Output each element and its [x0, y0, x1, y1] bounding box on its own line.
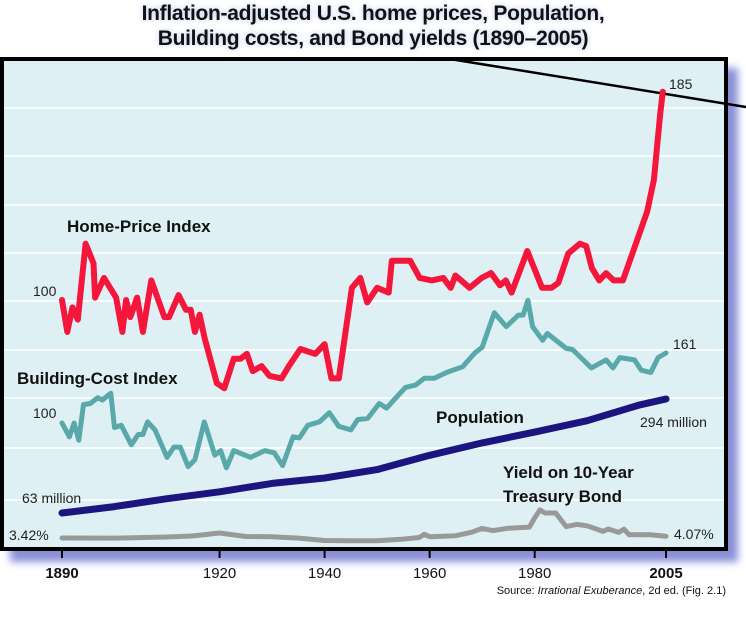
series-line-yield-on-10-year-treasury-bond — [59, 507, 669, 544]
building-cost-end-label: 161 — [673, 336, 697, 352]
series-label-population: Population — [436, 408, 524, 427]
population-end-label: 294 million — [640, 414, 707, 430]
home-price-end-label: 185 — [669, 76, 693, 92]
series-line-population — [58, 395, 670, 517]
series-line-building-cost-index — [59, 297, 669, 471]
decorative-diagonal-line — [449, 57, 746, 109]
series-label-home-price: Home-Price Index — [67, 217, 211, 236]
series-label-yield-line-1: Yield on 10-Year — [503, 463, 634, 482]
x-tick-label: 2005 — [649, 565, 682, 582]
x-tick-label: 1940 — [308, 565, 341, 582]
x-tick-label: 1920 — [203, 565, 236, 582]
x-tick-label: 1960 — [413, 565, 446, 582]
chart-title-line-2: Building costs, and Bond yields (1890–20… — [157, 27, 589, 50]
yield-start-label: 3.42% — [9, 527, 49, 543]
source-note: Source: Irrational Exuberance, 2d ed. (F… — [497, 585, 726, 597]
series-label-building-cost: Building-Cost Index — [17, 369, 178, 388]
building-cost-start-label: 100 — [33, 405, 57, 421]
series-label-yield-line-2: Treasury Bond — [503, 487, 622, 506]
series-line-home-price-index — [59, 88, 666, 392]
x-tick-label: 1980 — [518, 565, 551, 582]
chart-title-line-1: Inflation-adjusted U.S. home prices, Pop… — [141, 2, 605, 25]
x-tick-label: 1890 — [45, 565, 78, 582]
population-start-label: 63 million — [22, 490, 81, 506]
home-price-start-label: 100 — [33, 283, 57, 299]
plot-frame — [0, 57, 728, 551]
yield-end-label: 4.07% — [674, 526, 714, 542]
